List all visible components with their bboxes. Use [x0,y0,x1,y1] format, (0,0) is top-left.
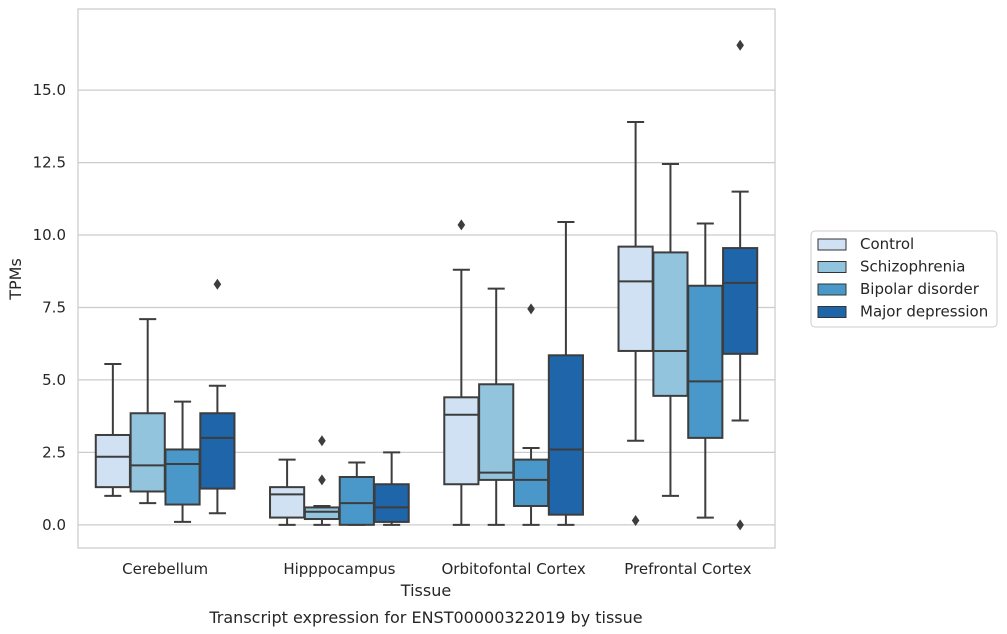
outlier-point [213,278,222,290]
x-tick-label: Cerebellum [122,560,208,578]
box-control [617,121,654,526]
legend: Control Schizophrenia Bipolar disorder Majo… [810,230,998,328]
legend-label: Schizophrenia [860,258,965,276]
box-schizophrenia [478,287,515,526]
legend-label: Bipolar disorder [860,280,980,298]
box-major-depression [722,39,759,531]
legend-label: Control [860,235,914,253]
box-bipolar-disorder [687,222,724,519]
y-tick-label: 7.5 [42,298,66,316]
legend-swatch [817,306,847,318]
legend-swatch [817,238,847,251]
x-tick-label: Hipppocampus [283,560,395,578]
box-iqr [443,396,480,486]
box-groups [94,39,759,531]
box-schizophrenia [303,435,341,526]
box-iqr [94,433,131,489]
legend-frame [810,230,998,328]
box-iqr [687,284,724,439]
box-bipolar-disorder [164,400,201,523]
box-iqr [512,458,550,507]
box-iqr [478,383,515,481]
y-tick-label: 15.0 [33,81,66,99]
outlier-point [736,519,744,531]
legend-label: Major depression [860,303,988,321]
box-iqr [617,245,654,352]
legend-swatch [817,261,847,273]
y-tick-label: 12.5 [33,154,66,172]
legend-swatch [817,283,847,296]
plot-area-frame [77,8,776,549]
box-control [269,458,306,526]
outlier-point [318,435,326,447]
box-iqr [652,251,689,397]
box-control [443,219,480,526]
outlier-point [736,39,744,51]
y-tick-labels: 0.0 2.5 5.0 7.5 10.0 12.5 15.0 [33,81,66,534]
chart-caption: Transcript expression for ENST0000032201… [208,608,642,627]
y-tick-label: 10.0 [33,226,66,244]
box-iqr [303,506,341,521]
outlier-point [527,303,535,315]
box-schizophrenia [652,163,689,497]
x-tick-label: Orbitofontal Cortex [442,560,586,578]
y-axis-label: TPMs [6,258,25,301]
box-schizophrenia [129,318,166,505]
y-tick-label: 5.0 [42,371,66,389]
box-iqr [164,448,201,506]
x-tick-labels: Cerebellum Hipppocampus Orbitofontal Corte… [122,560,751,578]
box-major-depression [547,220,584,526]
box-iqr [373,483,410,523]
box-iqr [547,354,584,516]
box-iqr [129,412,166,493]
x-tick-label: Prefrontal Cortex [624,560,751,578]
box-iqr [269,486,306,519]
box-bipolar-disorder [338,461,375,526]
outlier-point [318,474,326,486]
box-iqr [199,412,236,490]
box-iqr [722,247,759,355]
box-bipolar-disorder [512,303,550,526]
y-tick-label: 0.0 [42,516,66,534]
x-axis-label: Tissue [400,581,451,600]
y-tick-label: 2.5 [42,443,66,461]
outlier-point [457,219,466,231]
box-major-depression [373,451,410,526]
outlier-point [631,514,640,526]
box-major-depression [199,278,236,515]
box-control [94,362,131,497]
box-iqr [338,476,375,526]
